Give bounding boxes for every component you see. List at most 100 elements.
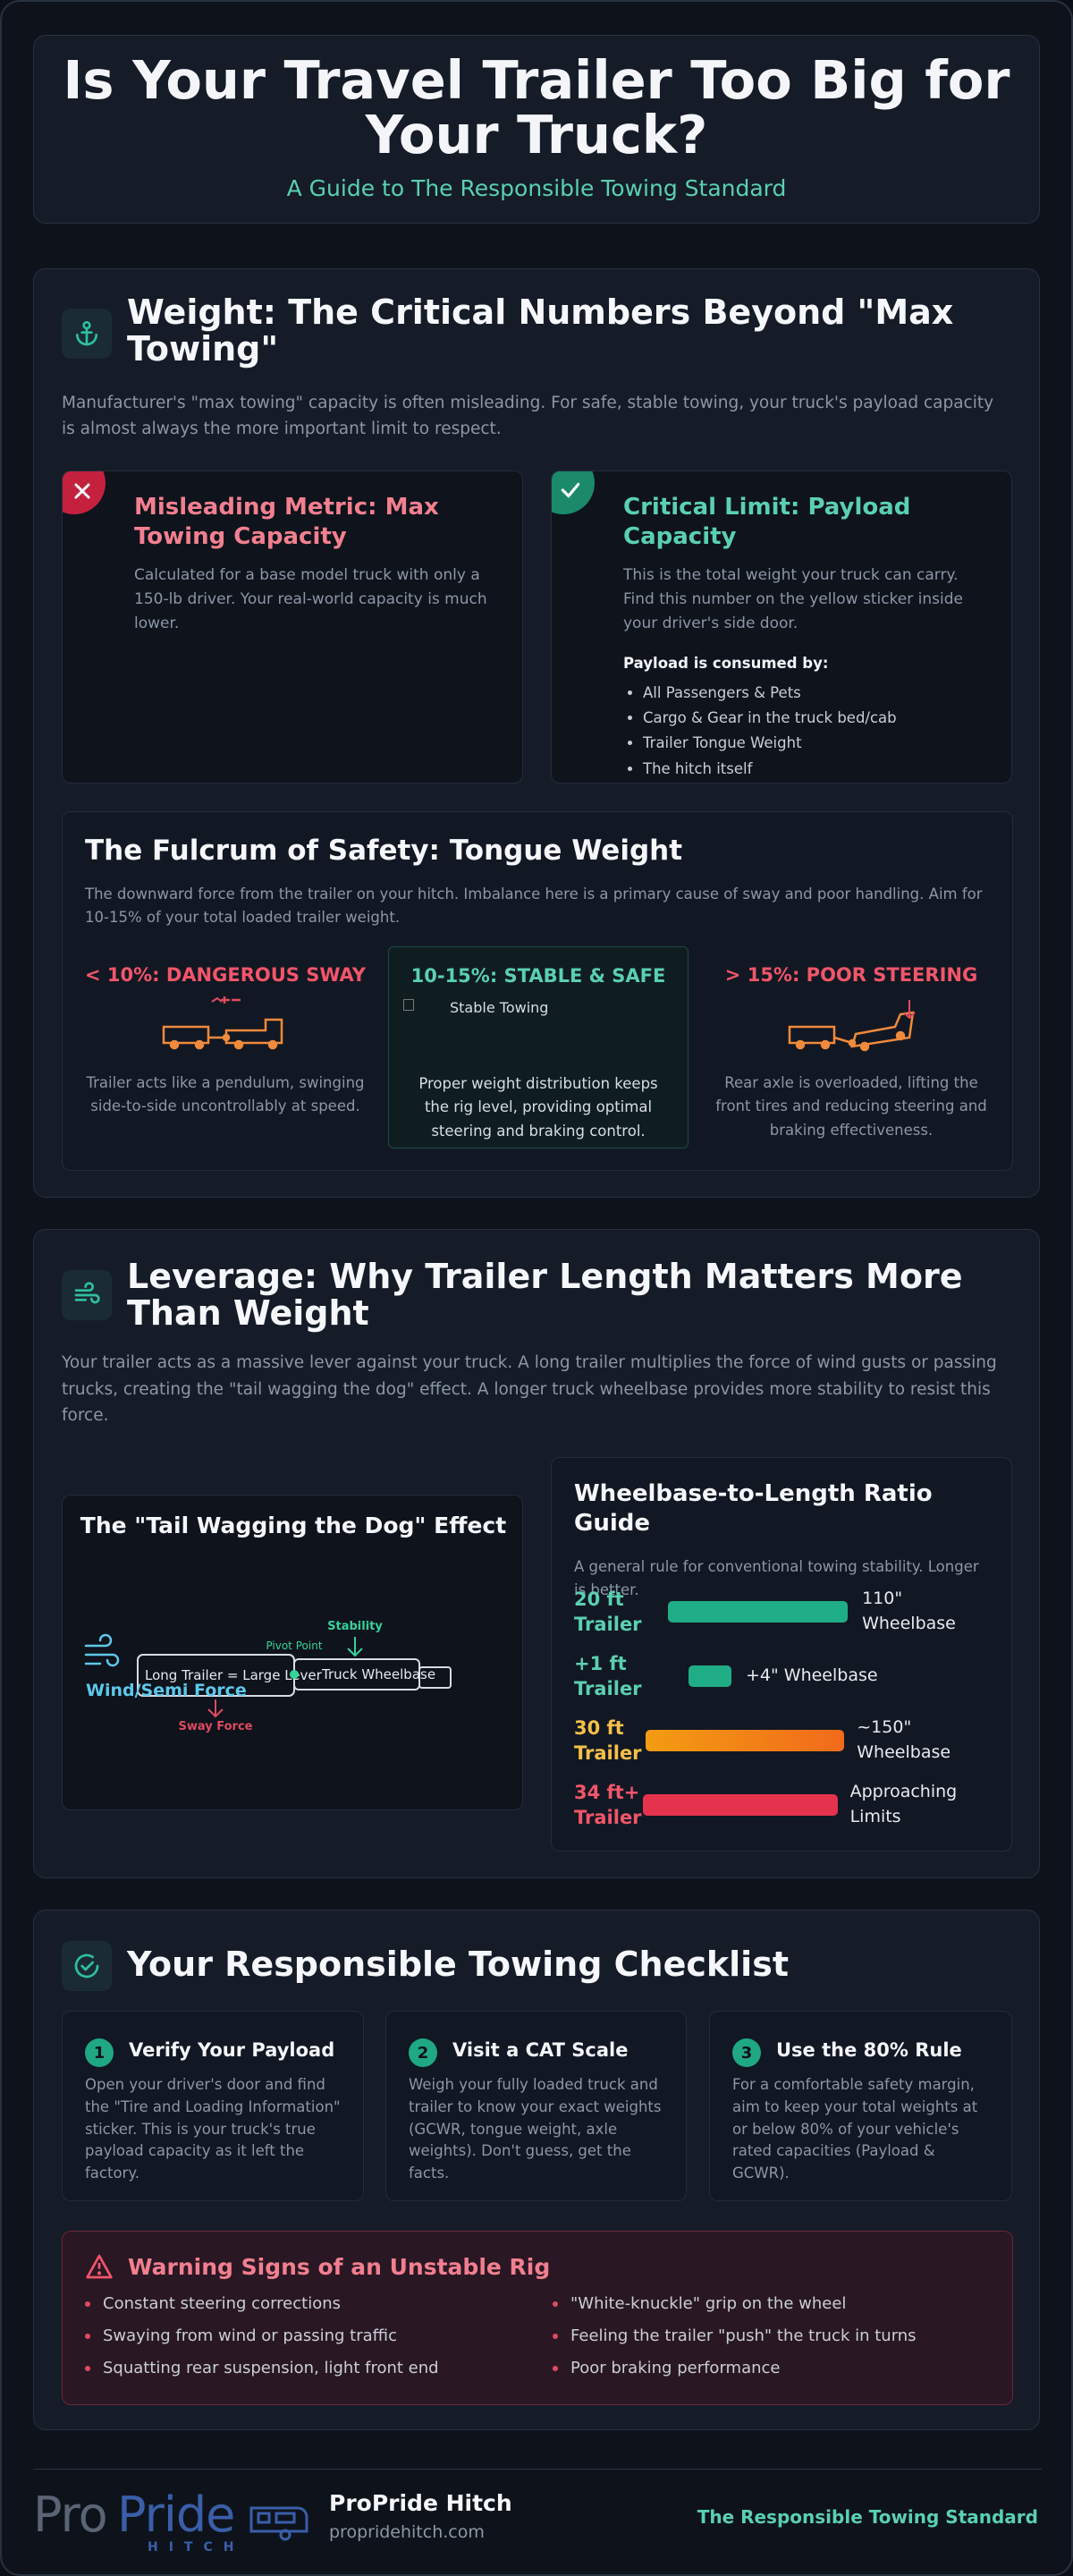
case-text: Proper weight distribution keeps the rig… (418, 1075, 658, 1140)
card-text: This is the total weight your truck can … (623, 566, 963, 633)
sway-label: Sway Force (179, 1720, 253, 1733)
step-card: 2 Visit a CAT Scale Weigh your fully loa… (385, 2011, 687, 2201)
wind-label: Wind/Semi Force (86, 1681, 247, 1700)
wheelbase: Approaching Limits (849, 1782, 958, 1826)
footer-tagline: The Responsible Towing Standard (697, 2506, 1038, 2528)
wind-symbol (84, 1633, 120, 1667)
leverage-section: Leverage: Why Trailer Length Matters Mor… (33, 1229, 1040, 1878)
card-text: Calculated for a base model truck with o… (134, 566, 487, 633)
stability-arrow (347, 1637, 363, 1657)
trailer-length: +1 ft Trailer (574, 1652, 642, 1699)
trailer-label: Long Trailer = Large Lever (145, 1667, 323, 1683)
wind-icon (62, 1270, 112, 1320)
stable-case: 10-15%: STABLE & SAFE Stable Towing Prop… (388, 946, 689, 1148)
logo-pride: Pride (117, 2487, 235, 2543)
stability-label: Stability (327, 1620, 383, 1633)
company-name: ProPride Hitch (329, 2490, 512, 2516)
trailer-length: 30 ft Trailer (574, 1716, 642, 1764)
image-alt: Stable Towing (450, 999, 549, 1016)
steering-illustration (788, 1000, 916, 1052)
sway-case: < 10%: DANGEROUS SWAY Trailer acts like … (63, 946, 388, 1148)
pivot-label: Pivot Point (266, 1640, 322, 1652)
step-number: 3 (732, 2038, 761, 2067)
step-text: For a comfortable safety margin, aim to … (732, 2076, 978, 2182)
list-item: Trailer Tongue Weight (643, 731, 1011, 756)
case-text: Trailer acts like a pendulum, swinging s… (86, 1074, 365, 1115)
x-badge (63, 471, 106, 514)
step-title: Use the 80% Rule (776, 2039, 962, 2061)
pivot (290, 1670, 299, 1679)
warning-item: Constant steering corrections (85, 2294, 341, 2313)
ratio-bar (645, 1730, 845, 1751)
ratio-row: 20 ft Trailer 110" Wheelbase (574, 1585, 993, 1639)
step-text: Weigh your fully loaded truck and traile… (409, 2076, 662, 2182)
card-title: Wheelbase-to-Length Ratio Guide (574, 1480, 933, 1537)
page-subtitle: A Guide to The Responsible Towing Standa… (286, 174, 787, 201)
ratio-bar (668, 1601, 849, 1623)
warning-item: "White-knuckle" grip on the wheel (553, 2294, 846, 2313)
section-title: Leverage: Why Trailer Length Matters Mor… (127, 1257, 963, 1334)
warning-title: Warning Signs of an Unstable Rig (128, 2254, 551, 2280)
wheelbase: 110" Wheelbase (862, 1589, 956, 1633)
warning-item: Squatting rear suspension, light front e… (85, 2359, 439, 2377)
list-title: Payload is consumed by: (623, 654, 829, 672)
logo: Pro Pride HITCH (33, 2487, 319, 2558)
ratio-row: +1 ft Trailer +4" Wheelbase (574, 1649, 993, 1703)
warning-item: Poor braking performance (553, 2359, 780, 2377)
step-card: 3 Use the 80% Rule For a comfortable saf… (709, 2011, 1012, 2201)
logo-hitch: HITCH (148, 2540, 245, 2555)
case-label: < 10%: DANGEROUS SWAY (84, 964, 367, 986)
steering-case: > 15%: POOR STEERING Rear axle is overlo… (689, 946, 1012, 1148)
page-title: Is Your Travel Trailer Too Big for Your … (63, 49, 1010, 165)
diagram-title: The "Tail Wagging the Dog" Effect (80, 1513, 506, 1538)
warning-item: Swaying from wind or passing traffic (85, 2326, 397, 2345)
section-title: Weight: The Critical Numbers Beyond "Max… (127, 292, 954, 369)
warning-icon (86, 2254, 113, 2279)
step-number: 2 (409, 2038, 437, 2067)
logo-trailer (249, 2506, 308, 2541)
warning-item: Feeling the trailer "push" the truck in … (553, 2326, 917, 2345)
list-item: All Passengers & Pets (643, 681, 1011, 706)
ratio-card: Wheelbase-to-Length Ratio Guide A genera… (551, 1457, 1012, 1852)
section-intro: Your trailer acts as a massive lever aga… (62, 1353, 997, 1426)
card-title: Misleading Metric: Max Towing Capacity (134, 494, 439, 550)
diagram-card: The "Tail Wagging the Dog" Effect Long T… (62, 1495, 523, 1810)
ratio-bar (689, 1665, 731, 1687)
case-text: Rear axle is overloaded, lifting the fro… (715, 1074, 987, 1139)
misleading-card: Misleading Metric: Max Towing Capacity C… (62, 470, 523, 784)
broken-image: Stable Towing (389, 999, 688, 1016)
company-url[interactable]: propridehitch.com (329, 2522, 485, 2542)
ratio-row: 34 ft+ Trailer Approaching Limits (574, 1778, 993, 1832)
card-intro: A general rule for conventional towing s… (574, 1558, 979, 1598)
checklist-section: Your Responsible Towing Checklist 1 Veri… (33, 1910, 1040, 2430)
trailer-length: 20 ft Trailer (574, 1588, 642, 1635)
step-title: Verify Your Payload (129, 2039, 335, 2061)
step-card: 1 Verify Your Payload Open your driver's… (62, 2011, 364, 2201)
case-label: 10-15%: STABLE & SAFE (410, 965, 666, 987)
check-icon (62, 1941, 112, 1991)
card-intro: The downward force from the trailer on y… (85, 885, 983, 927)
list-item: The hitch itself (643, 757, 1011, 782)
tongue-card: The Fulcrum of Safety: Tongue Weight The… (62, 811, 1013, 1171)
sway-illustration (162, 996, 283, 1050)
section-intro: Manufacturer's "max towing" capacity is … (62, 394, 994, 438)
anchor-icon (62, 309, 112, 359)
sway-arrow (207, 1699, 224, 1718)
footer-divider (33, 2469, 1042, 2470)
weight-section: Weight: The Critical Numbers Beyond "Max… (33, 268, 1040, 1198)
check-badge (552, 471, 595, 514)
warning-box: Warning Signs of an Unstable Rig Constan… (62, 2231, 1013, 2405)
trailer-length: 34 ft+ Trailer (574, 1781, 642, 1828)
wheelbase: ~150" Wheelbase (857, 1717, 951, 1762)
critical-card: Critical Limit: Payload Capacity This is… (551, 470, 1012, 784)
payload-list: All Passengers & Pets Cargo & Gear in th… (623, 681, 1011, 783)
ratio-bar (642, 1794, 838, 1816)
wheelbase: +4" Wheelbase (746, 1665, 878, 1686)
logo-pro: Pro (33, 2487, 108, 2543)
ratio-row: 30 ft Trailer ~150" Wheelbase (574, 1714, 993, 1767)
step-number: 1 (85, 2038, 114, 2067)
header-card: Is Your Travel Trailer Too Big for Your … (33, 35, 1040, 224)
list-item: Cargo & Gear in the truck bed/cab (643, 706, 1011, 731)
broken-image-icon (403, 999, 414, 1011)
